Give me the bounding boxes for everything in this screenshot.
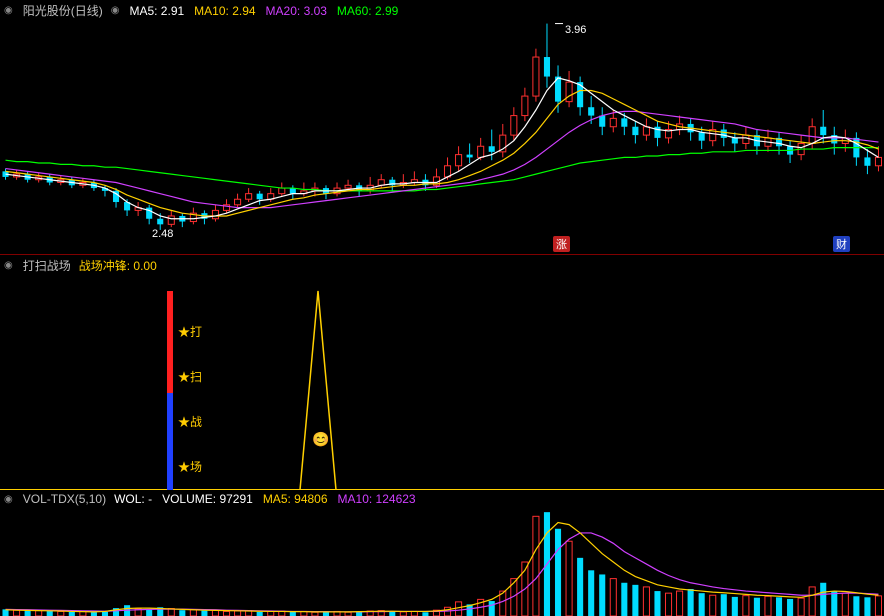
indicator-panel[interactable]: ◉ 打扫战场 战场冲锋: 0.00 ★打 ★扫 ★战 ★场 😊: [0, 255, 884, 490]
star-label: ★打: [178, 323, 202, 340]
badge-涨: 涨: [553, 236, 570, 252]
star-label: ★场: [178, 458, 202, 475]
collapse-icon[interactable]: ◉: [4, 5, 13, 16]
volume-title: VOL-TDX(5,10): [23, 492, 106, 506]
ma-value: MA20: 3.03: [266, 4, 327, 18]
ma-value: MA10: 2.94: [194, 4, 255, 18]
price-high-label: 3.96: [565, 24, 586, 36]
vol-value: MA10: 124623: [338, 492, 416, 506]
ma-value: MA60: 2.99: [337, 4, 398, 18]
candle-panel[interactable]: ◉ 阳光股份(日线) ◉ MA5: 2.91 MA10: 2.94 MA20: 3.…: [0, 0, 884, 255]
volume-panel[interactable]: ◉ VOL-TDX(5,10) WOL: - VOLUME: 97291 MA5: …: [0, 490, 884, 616]
indicator-sub: 战场冲锋: 0.00: [79, 257, 157, 274]
ma-value: MA5: 2.91: [129, 4, 184, 18]
indicator-chart[interactable]: [0, 273, 884, 490]
vol-value: MA5: 94806: [263, 492, 328, 506]
indicator-title: 打扫战场: [23, 257, 71, 274]
smiley-icon: 😊: [312, 431, 329, 448]
volume-header: ◉ VOL-TDX(5,10) WOL: - VOLUME: 97291 MA5: …: [0, 490, 430, 508]
collapse-icon[interactable]: ◉: [4, 494, 13, 505]
star-label: ★战: [178, 413, 202, 430]
vol-value: VOLUME: 97291: [162, 492, 253, 506]
collapse-icon-2[interactable]: ◉: [111, 5, 120, 16]
ma-values: MA5: 2.91 MA10: 2.94 MA20: 3.03 MA60: 2.99: [129, 4, 408, 18]
volume-values: WOL: - VOLUME: 97291 MA5: 94806 MA10: 12462…: [114, 492, 426, 506]
star-label: ★扫: [178, 368, 202, 385]
price-low-label: 2.48: [152, 228, 173, 240]
stock-title: 阳光股份(日线): [23, 2, 103, 19]
badge-财: 财: [833, 236, 850, 252]
vol-value: WOL: -: [114, 492, 152, 506]
collapse-icon[interactable]: ◉: [4, 260, 13, 271]
candle-chart[interactable]: [0, 18, 884, 255]
volume-chart[interactable]: [0, 508, 884, 616]
